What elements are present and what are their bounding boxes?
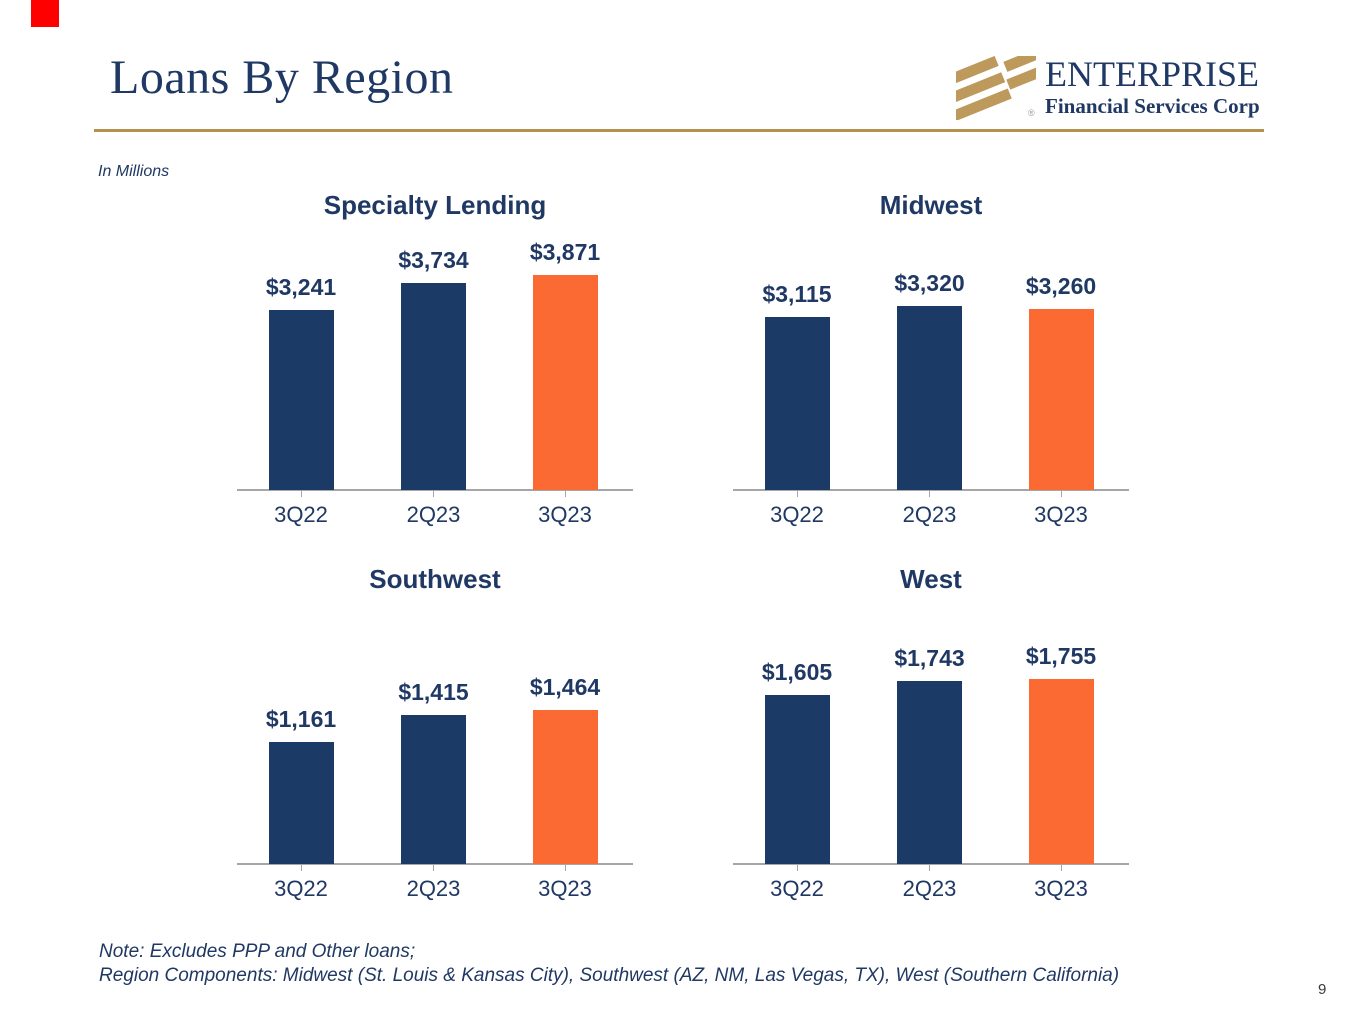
bar [401,715,466,864]
category-label: 2Q23 [902,876,957,901]
footnote: Note: Excludes PPP and Other loans; Regi… [99,940,1119,988]
category-label: 3Q23 [1034,876,1088,901]
title-divider [94,129,1264,132]
chart-title: West [900,564,962,594]
category-label: 3Q23 [538,502,592,527]
axis-tick [796,865,798,871]
registered-trademark-symbol: ® [1028,108,1035,118]
logo-tagline: Financial Services Corp [1045,94,1260,118]
bar-value-label: $1,464 [529,674,601,700]
footnote-line-2: Region Components: Midwest (St. Louis & … [99,965,1120,986]
logo-text: ENTERPRISE Financial Services Corp [1045,56,1275,119]
chart-west: West $1,605 3Q22 $1,743 2Q23 $1,755 3Q23 [733,564,1129,909]
bar [1028,309,1094,490]
chart-southwest: Southwest $1,161 3Q22 $1,415 2Q23 $1,464 3Q23 [237,564,633,909]
chart-midwest: Midwest $3,115 3Q22 $3,320 2Q23 $3,260 3Q23 [733,190,1129,535]
x-axis-line [237,863,633,865]
bar [897,306,962,490]
enterprise-stripes-icon: ® [956,56,1036,120]
chart-plot-area: $1,161 3Q22 $1,415 2Q23 $1,464 3Q23 [237,564,633,909]
page-number: 9 [1318,981,1327,998]
bar-value-label: $3,320 [894,270,965,296]
axis-tick [564,491,566,497]
category-label: 2Q23 [406,502,461,527]
axis-tick [929,491,930,497]
chart-title: Midwest [879,190,983,220]
bar [532,710,598,864]
chart-title: Specialty Lending [323,190,547,220]
axis-tick [433,491,434,497]
chart-plot-area: $3,241 3Q22 $3,734 2Q23 $3,871 3Q23 [237,190,633,535]
category-label: 3Q22 [770,876,824,901]
axis-tick [1060,491,1062,497]
x-axis-line [237,489,633,491]
bar [268,742,334,864]
chart-plot-area: $1,605 3Q22 $1,743 2Q23 $1,755 3Q23 [733,564,1129,909]
bar-value-label: $1,743 [894,645,965,671]
chart-title: Southwest [369,564,501,594]
bar-value-label: $3,734 [398,247,469,273]
category-label: 3Q22 [274,876,328,901]
bar [268,310,334,490]
chart-specialty-lending: Specialty Lending $3,241 3Q22 $3,734 2Q23 $3… [237,190,633,535]
red-annotation-marker [31,0,59,27]
bar-value-label: $1,755 [1025,643,1097,669]
bar-value-label: $1,415 [398,679,469,705]
bar-value-label: $3,871 [529,239,601,265]
category-label: 3Q23 [538,876,592,901]
bar-value-label: $3,260 [1025,273,1097,299]
company-logo: ® ENTERPRISE Financial Services Corp [956,56,1275,120]
category-label: 3Q22 [274,502,328,527]
bar [764,317,830,490]
axis-tick [796,491,798,497]
bar [401,283,466,490]
axis-tick [300,865,302,871]
logo-company-name: ENTERPRISE [1045,54,1260,94]
slide-title: Loans By Region [110,51,454,104]
category-label: 2Q23 [902,502,957,527]
x-axis-line [733,863,1129,865]
bar [1028,679,1094,864]
axis-tick [300,491,302,497]
bar-value-label: $3,115 [762,281,832,307]
x-axis-line [733,489,1129,491]
category-label: 2Q23 [406,876,461,901]
units-note: In Millions [98,163,170,180]
footnote-line-1: Note: Excludes PPP and Other loans; [99,941,416,962]
chart-plot-area: $3,115 3Q22 $3,320 2Q23 $3,260 3Q23 [733,190,1129,535]
bar-value-label: $1,605 [761,659,833,685]
bar [897,681,962,864]
axis-tick [1060,865,1062,871]
bar-value-label: $1,161 [265,706,337,732]
axis-tick [433,865,434,871]
bar [532,275,598,490]
category-label: 3Q22 [770,502,824,527]
axis-tick [929,865,930,871]
bar-value-label: $3,241 [265,274,337,300]
axis-tick [564,865,566,871]
category-label: 3Q23 [1034,502,1088,527]
bar [764,695,830,864]
